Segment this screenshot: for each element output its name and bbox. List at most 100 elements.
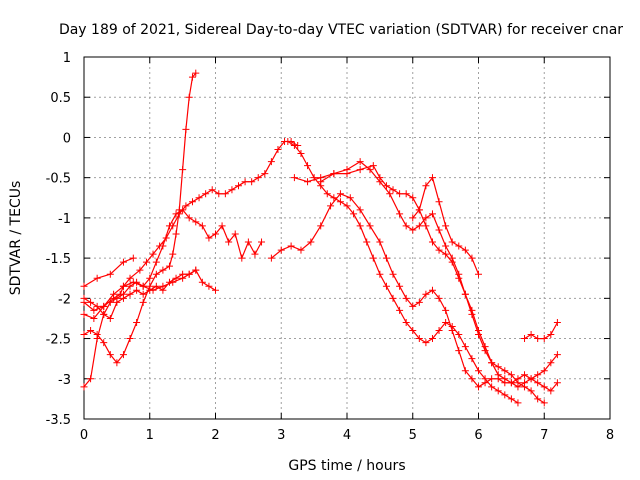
data-point	[149, 250, 157, 258]
data-point	[442, 222, 450, 230]
data-point	[540, 383, 548, 391]
data-point	[323, 190, 331, 198]
data-point	[389, 294, 397, 302]
data-point	[119, 351, 127, 359]
series-sat-g	[267, 190, 561, 395]
data-point	[139, 298, 147, 306]
data-point	[297, 150, 305, 158]
data-point	[428, 286, 436, 294]
x-tick-label: 3	[277, 428, 285, 443]
data-point	[185, 270, 193, 278]
data-point	[435, 226, 443, 234]
data-point	[422, 290, 430, 298]
data-point	[422, 214, 430, 222]
data-point	[376, 178, 384, 186]
data-point	[330, 194, 338, 202]
data-point	[475, 270, 482, 278]
data-point	[356, 206, 364, 214]
data-point	[93, 274, 101, 282]
data-point	[527, 375, 535, 383]
grid-lines	[84, 57, 610, 419]
data-point	[488, 375, 496, 383]
data-point	[274, 146, 282, 154]
data-point	[106, 270, 114, 278]
y-tick-label: 1	[63, 51, 71, 66]
data-point	[297, 246, 305, 254]
data-point	[356, 222, 364, 230]
y-tick-label: -2.5	[46, 333, 71, 348]
series-sat-l	[409, 174, 482, 278]
data-point	[409, 214, 417, 222]
data-point	[428, 174, 436, 182]
series-line-sat-c	[83, 72, 197, 364]
data-point	[481, 347, 489, 355]
data-point	[475, 367, 482, 375]
data-point	[448, 238, 456, 246]
data-point	[327, 202, 335, 210]
y-tick-label: -0.5	[46, 172, 71, 187]
data-point	[455, 331, 463, 339]
data-point	[521, 335, 529, 343]
data-point	[468, 254, 476, 262]
data-point	[133, 286, 141, 294]
data-point	[254, 174, 262, 182]
data-point	[382, 282, 390, 290]
data-point	[415, 206, 423, 214]
data-point	[396, 282, 404, 290]
data-point	[386, 190, 394, 198]
data-point	[343, 166, 351, 174]
data-point	[100, 310, 108, 318]
data-point	[212, 230, 219, 238]
data-point	[442, 306, 450, 314]
x-tick-label: 5	[409, 428, 417, 443]
data-point	[317, 222, 325, 230]
data-point	[169, 250, 177, 258]
data-point	[238, 254, 246, 262]
data-point	[534, 335, 542, 343]
data-point	[376, 270, 384, 278]
data-point	[435, 246, 443, 254]
data-point	[346, 194, 354, 202]
data-point	[382, 254, 390, 262]
data-point	[501, 375, 509, 383]
x-tick-label: 1	[146, 428, 154, 443]
data-point	[80, 383, 88, 391]
y-tick-label: -3	[58, 373, 71, 388]
data-point	[428, 210, 436, 218]
data-point	[119, 294, 127, 302]
data-point	[540, 399, 548, 407]
x-tick-label: 0	[80, 428, 88, 443]
data-point	[261, 170, 269, 178]
data-point	[553, 318, 561, 326]
data-point	[488, 359, 496, 367]
data-point	[258, 238, 266, 246]
series-sat-k	[521, 318, 561, 343]
data-point	[87, 298, 95, 306]
data-point	[435, 294, 443, 302]
data-point	[475, 331, 482, 339]
data-point	[534, 395, 542, 403]
data-point	[461, 343, 469, 351]
data-point	[284, 137, 292, 145]
data-point	[188, 73, 196, 81]
y-tick-label: -1	[58, 212, 71, 227]
data-point	[461, 290, 469, 298]
data-point	[267, 158, 275, 166]
y-tick-label: -2	[58, 292, 71, 307]
data-point	[139, 282, 147, 290]
data-point	[80, 310, 88, 318]
data-point	[369, 254, 377, 262]
data-point	[402, 190, 410, 198]
data-point	[198, 222, 206, 230]
data-point	[172, 210, 180, 218]
data-point	[119, 258, 127, 266]
data-point	[192, 266, 200, 274]
series-sat-a	[80, 254, 137, 290]
data-point	[159, 266, 167, 274]
data-point	[218, 222, 226, 230]
data-point	[179, 166, 187, 174]
data-point	[126, 290, 134, 298]
data-point	[198, 278, 206, 286]
data-point	[80, 331, 88, 339]
